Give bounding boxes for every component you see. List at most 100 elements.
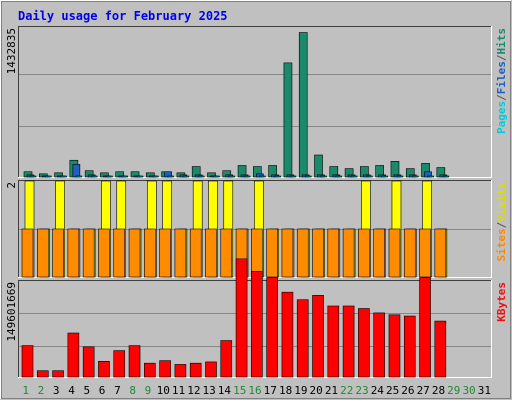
bar-kbytes [21,345,34,378]
panel-max-label: 1432835 [5,28,18,74]
bar-sites [128,228,141,278]
x-tick-label: 23 [355,384,368,397]
bar-kbytes [403,315,416,378]
bar-kbytes [205,361,217,378]
x-tick-label: 27 [417,384,430,397]
panel-border-dark [18,180,492,278]
bar-pages [274,175,281,178]
bar-sites [251,228,263,278]
x-tick-label: 4 [68,384,75,397]
bar-pages [60,175,67,178]
bar-pages [90,175,98,178]
x-tick-label: 14 [218,384,232,397]
x-tick-label: 10 [157,384,170,397]
bar-kbytes [434,320,447,378]
bar-kbytes [358,308,370,378]
x-tick-label: 11 [172,384,185,397]
chart-panels: 1432835Pages/Files/Hits2Sites/Visits1496… [5,26,508,378]
bar-sites [159,228,171,278]
bar-sites [403,228,416,278]
bar-sites [144,228,156,278]
bar-pages [289,175,297,178]
x-tick-label: 25 [386,384,399,397]
x-tick-label: 12 [187,384,200,397]
bar-files [72,164,81,178]
bar-kbytes [251,271,263,378]
bar-sites [373,228,385,278]
bar-sites [67,228,80,278]
bar-sites [21,228,34,278]
bar-pages [152,175,159,178]
bar-sites [82,228,95,278]
panel-kbytes: 149601669 KBytes [5,258,508,378]
bar-sites [189,228,202,278]
bar-sites [266,228,278,278]
bar-kbytes [174,364,187,378]
bar-sites [113,228,126,278]
bar-sites [342,228,355,278]
bar-kbytes [82,346,95,378]
x-tick-label: 6 [99,384,106,397]
bar-pages [167,175,174,178]
x-tick-label: 19 [294,384,307,397]
panel-border-light [18,180,492,278]
bar-pages [106,175,113,178]
bar-kbytes [388,314,401,378]
bar-pages [29,175,37,178]
bar-pages [442,175,450,178]
bar-sites [205,228,217,278]
panel-legend: Sites/Visits [495,182,508,262]
x-tick-label: 16 [248,384,261,397]
legend-entry: Files [495,61,508,94]
x-tick-label: 28 [432,384,445,397]
bar-sites [52,228,64,278]
x-tick-label: 1 [22,384,29,397]
bar-pages [44,175,52,178]
x-tick-label: 20 [310,384,323,397]
legend-entry: KBytes [495,282,508,322]
x-tick-label: 24 [371,384,385,397]
bar-kbytes [327,305,340,378]
bar-sites [98,228,110,278]
x-tick-label: 9 [145,384,152,397]
bar-sites [327,228,340,278]
bar-pages [381,175,388,178]
bar-pages [197,175,205,178]
panel-legend: KBytes [495,282,508,322]
bar-kbytes [144,362,156,378]
legend-entry: / [495,94,508,101]
legend-entry: / [495,221,508,228]
bar-hits [314,154,323,178]
legend-entry: Sites [495,228,508,261]
bar-pages [228,175,236,178]
bar-pages [350,175,358,178]
bar-pages [366,175,373,178]
panel-legend: Pages/Files/Hits [495,28,508,134]
x-tick-label: 31 [478,384,491,397]
bar-sites [220,228,233,278]
x-tick-label: 7 [114,384,121,397]
legend-entry: / [495,54,508,61]
x-tick-label: 17 [264,384,277,397]
bar-sites [434,228,447,278]
bar-pages [121,175,129,178]
bar-pages [243,175,251,178]
bar-kbytes [113,350,126,378]
bar-kbytes [36,370,49,378]
bar-sites [36,228,49,278]
bar-kbytes [419,277,431,378]
bar-kbytes [281,291,294,378]
bar-kbytes [128,345,141,378]
bar-kbytes [296,299,309,378]
panel-border-dark [18,280,492,378]
x-tick-label: 8 [129,384,136,397]
x-tick-label: 29 [447,384,460,397]
x-tick-label: 5 [83,384,90,397]
chart-title: Daily usage for February 2025 [18,9,228,23]
bar-sites [388,228,401,278]
x-tick-label: 22 [340,384,353,397]
bar-kbytes [342,305,355,378]
